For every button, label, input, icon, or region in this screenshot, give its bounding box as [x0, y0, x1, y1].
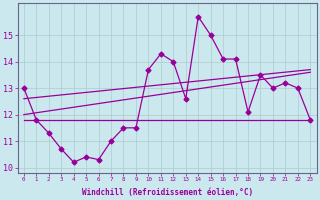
X-axis label: Windchill (Refroidissement éolien,°C): Windchill (Refroidissement éolien,°C) — [82, 188, 253, 197]
